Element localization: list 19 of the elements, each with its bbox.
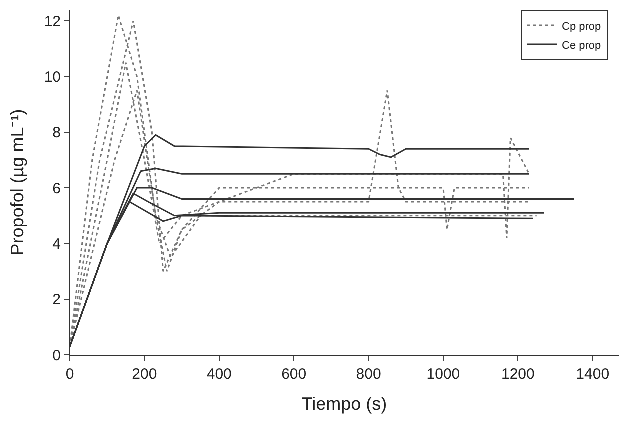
x-tick-label: 1400 xyxy=(576,366,610,383)
x-tick-label: 0 xyxy=(66,366,74,383)
y-tick-label: 6 xyxy=(52,180,61,198)
y-tick-label: 8 xyxy=(52,124,61,142)
legend-label: Cp prop xyxy=(562,20,602,33)
y-tick-label: 10 xyxy=(44,69,61,86)
x-tick-label: 1000 xyxy=(426,366,460,383)
y-tick-label: 4 xyxy=(52,236,61,253)
x-tick-label: 600 xyxy=(282,366,307,383)
x-tick-label: 200 xyxy=(132,366,158,383)
y-tick-label: 2 xyxy=(52,292,61,309)
x-tick-label: 400 xyxy=(206,366,232,383)
x-tick-label: 1200 xyxy=(501,366,535,383)
x-tick-label: 800 xyxy=(356,366,382,383)
legend-label: Ce prop xyxy=(562,40,602,52)
y-tick-label: 12 xyxy=(44,13,61,30)
y-tick-label: 0 xyxy=(52,347,61,364)
y-axis-title: Propofol (µg mL⁻¹) xyxy=(8,109,28,256)
x-axis-title: Tiempo (s) xyxy=(302,394,388,414)
